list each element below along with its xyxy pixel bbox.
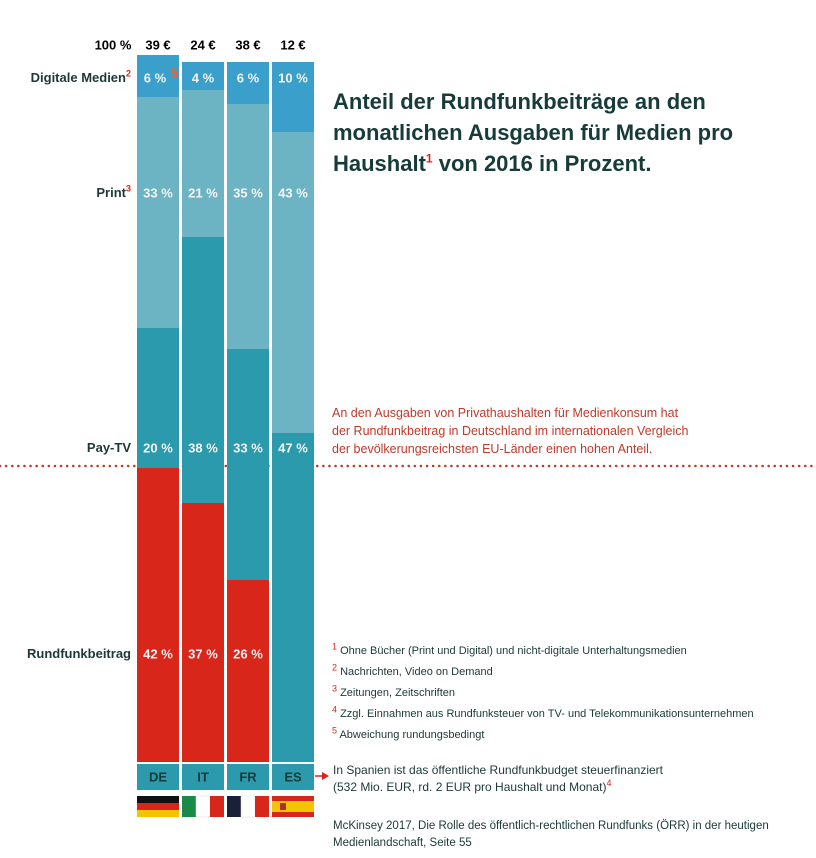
title-text: Anteil der Rundfunkbeiträge an den monat… — [333, 89, 734, 176]
arrow — [315, 772, 329, 780]
total-label: 38 € — [235, 37, 260, 52]
bar-segment — [272, 62, 314, 132]
row-name: Digitale Medien — [30, 70, 126, 85]
row-name: Print — [96, 185, 126, 200]
value-label: 43 % — [278, 185, 308, 200]
annotation: An den Ausgaben von Privathaushalten für… — [332, 404, 688, 458]
value-label: 33 % — [233, 440, 263, 455]
row-label: Rundfunkbeitrag — [0, 646, 131, 661]
annotation-line: der bevölkerungsreichsten EU-Länder eine… — [332, 442, 653, 456]
annotation-line: An den Ausgaben von Privathaushalten für… — [332, 406, 679, 420]
value-label: 4 % — [192, 70, 215, 85]
footnote: 4 Zzgl. Einnahmen aus Rundfunksteuer von… — [332, 705, 754, 720]
flag-it — [182, 795, 224, 818]
category-band — [272, 764, 314, 790]
footnote-mark: 2 — [332, 662, 338, 673]
footnote-mark: 1 — [332, 641, 338, 652]
category-band — [182, 764, 224, 790]
spain-note: In Spanien ist das öffentliche Rundfunkb… — [333, 762, 663, 796]
total-label: 24 € — [190, 37, 215, 52]
bar-segment — [227, 62, 269, 104]
bar-segment — [137, 97, 179, 328]
footnote: 3 Zeitungen, Zeitschriften — [332, 684, 456, 699]
value-label: 47 % — [278, 440, 308, 455]
value-label: 37 % — [188, 646, 218, 661]
bar-segment — [137, 468, 179, 762]
x-tick-label: ES — [284, 769, 302, 784]
bar-segment — [182, 62, 224, 90]
footnote-text: Nachrichten, Video on Demand — [340, 666, 493, 678]
footnote: 2 Nachrichten, Video on Demand — [332, 663, 493, 678]
value-label: 10 % — [278, 70, 308, 85]
bar-segment — [182, 503, 224, 762]
row-note: 3 — [125, 183, 131, 194]
x-tick-label: DE — [149, 769, 167, 784]
title-end: von 2016 in Prozent. — [432, 151, 652, 176]
bar-segment — [227, 104, 269, 349]
value-label: 26 % — [233, 646, 263, 661]
footnote-text: Ohne Bücher (Print und Digital) und nich… — [340, 645, 687, 657]
spain-text: (532 Mio. EUR, rd. 2 EUR pro Haushalt un… — [333, 780, 607, 794]
spain-line: In Spanien ist das öffentliche Rundfunkb… — [333, 763, 663, 777]
row-note: 2 — [125, 68, 131, 79]
footnote-mark: 5 — [332, 725, 338, 736]
total-label: 39 € — [145, 37, 170, 52]
bar-segment — [137, 55, 179, 97]
footnote: 5 Abweichung rundungsbedingt — [332, 726, 485, 741]
bar-segment — [227, 580, 269, 762]
x-tick-label: IT — [197, 769, 209, 784]
chart-title: Anteil der Rundfunkbeiträge an den monat… — [333, 86, 793, 179]
row-name: Rundfunkbeitrag — [27, 646, 131, 661]
value-label: 33 % — [143, 185, 173, 200]
footnote-mark: 3 — [332, 683, 338, 694]
footnote-text: Abweichung rundungsbedingt — [339, 729, 485, 741]
row-label: Print3 — [0, 183, 131, 200]
category-band — [227, 764, 269, 790]
total-header: 100 % — [95, 37, 132, 52]
bar-segment — [272, 132, 314, 433]
spain-line: (532 Mio. EUR, rd. 2 EUR pro Haushalt un… — [333, 779, 663, 796]
footnote: 1 Ohne Bücher (Print und Digital) und ni… — [332, 642, 687, 657]
source: McKinsey 2017, Die Rolle des öffentlich-… — [333, 820, 769, 849]
bar-segment — [182, 90, 224, 237]
value-label: 20 % — [143, 440, 173, 455]
value-note: 5 — [171, 65, 178, 80]
bar-segment — [272, 433, 314, 762]
value-label: 42 % — [143, 646, 173, 661]
spain-mark: 4 — [606, 778, 612, 788]
bar-segment — [227, 349, 269, 580]
footnote-mark: 4 — [332, 704, 338, 715]
row-label: Pay-TV — [0, 440, 131, 455]
footnote-text: Zeitungen, Zeitschriften — [340, 687, 456, 699]
category-band — [137, 764, 179, 790]
flag-es — [272, 796, 314, 817]
flag-fr — [227, 795, 269, 818]
value-label: 6 % — [144, 70, 167, 85]
row-name: Pay-TV — [86, 440, 131, 455]
value-label: 38 % — [188, 440, 218, 455]
row-label: Digitale Medien2 — [0, 68, 131, 85]
title-note: 1 — [425, 151, 433, 166]
bar-segment — [137, 328, 179, 468]
value-label: 21 % — [188, 185, 218, 200]
value-label: 6 % — [237, 70, 260, 85]
value-label: 35 % — [233, 185, 263, 200]
bar-segment — [182, 237, 224, 503]
flag-de — [137, 796, 179, 817]
annotation-line: der Rundfunkbeitrag in Deutschland im in… — [332, 424, 689, 438]
x-tick-label: FR — [239, 769, 257, 784]
total-label: 12 € — [280, 37, 305, 52]
footnote-text: Zzgl. Einnahmen aus Rundfunksteuer von T… — [340, 708, 754, 720]
